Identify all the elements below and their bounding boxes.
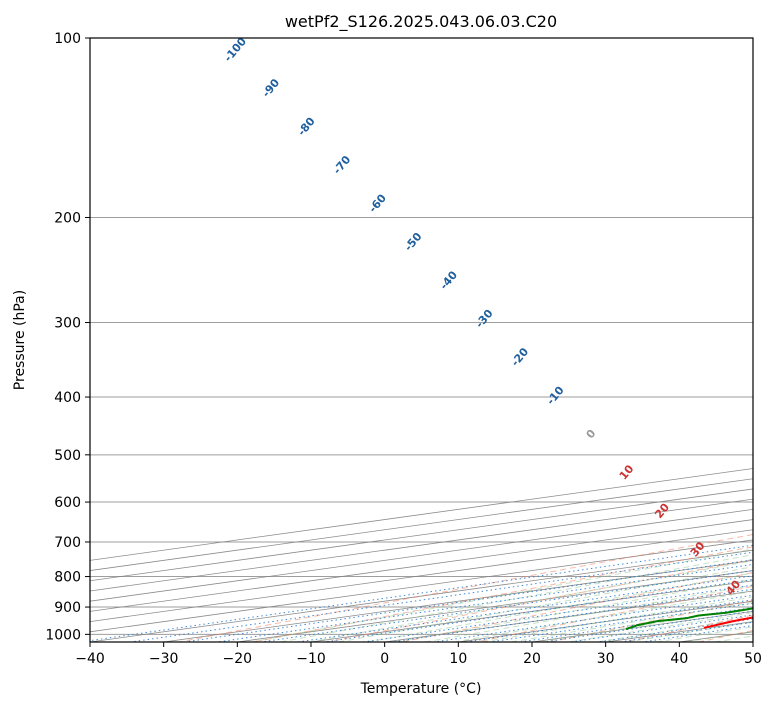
- y-tick-label: 100: [54, 31, 81, 47]
- x-tick-label: −40: [75, 651, 105, 667]
- x-tick-label: 0: [380, 651, 389, 667]
- x-tick-label: −30: [149, 651, 179, 667]
- x-tick-label: 50: [744, 651, 762, 667]
- y-tick-label: 900: [54, 600, 81, 616]
- x-tick-label: 40: [670, 651, 688, 667]
- x-tick-label: −10: [296, 651, 326, 667]
- y-tick-label: 1000: [45, 627, 81, 643]
- y-axis-label: Pressure (hPa): [12, 290, 28, 390]
- x-tick-label: 10: [449, 651, 467, 667]
- isotherm-line: [753, 38, 775, 642]
- y-tick-label: 500: [54, 448, 81, 464]
- y-tick-label: 400: [54, 390, 81, 406]
- chart-title: wetPf2_S126.2025.043.06.03.C20: [285, 12, 557, 32]
- x-axis-ticks: −40 −30 −20 −10 0 10 20 30 40 50: [75, 642, 762, 667]
- x-tick-label: 30: [597, 651, 615, 667]
- x-tick-label: 20: [523, 651, 541, 667]
- x-tick-label: −20: [223, 651, 253, 667]
- y-tick-label: 200: [54, 211, 81, 227]
- y-axis-ticks: 100 200 300 400 500 600 700 800 900 1000: [45, 31, 90, 643]
- y-tick-label: 300: [54, 316, 81, 332]
- y-tick-label: 800: [54, 570, 81, 586]
- plot-area: [90, 38, 753, 642]
- x-axis-label: Temperature (°C): [360, 681, 482, 697]
- y-tick-label: 600: [54, 495, 81, 511]
- y-tick-label: 700: [54, 535, 81, 551]
